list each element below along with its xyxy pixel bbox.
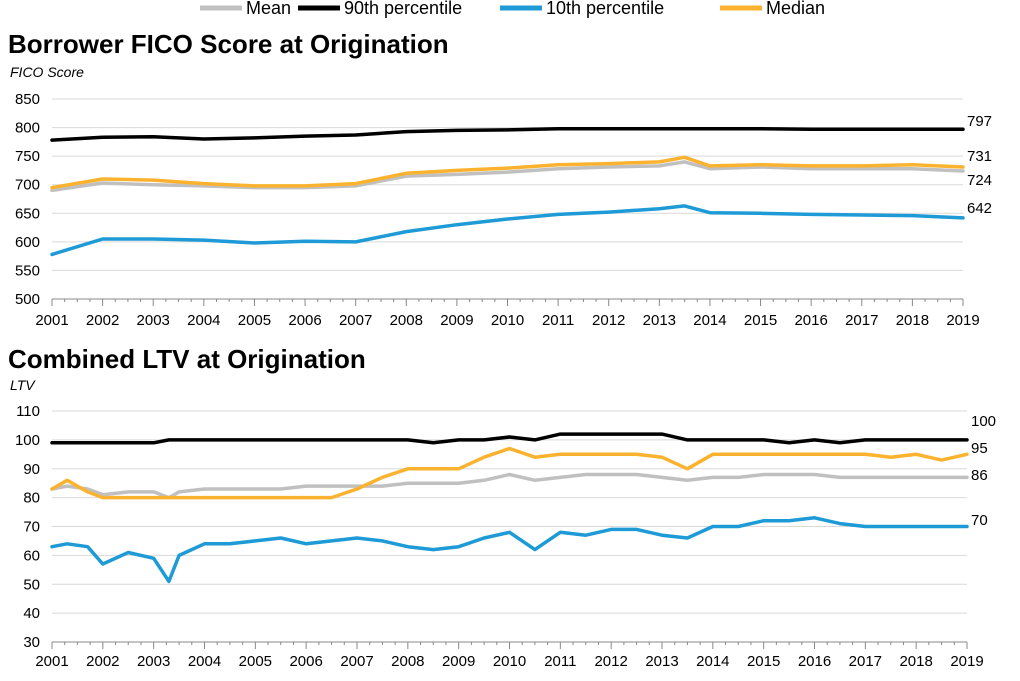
legend-label-median: Median	[766, 0, 825, 18]
ltv-x-tick-label: 2014	[696, 653, 729, 670]
fico-chart-title: Borrower FICO Score at Origination	[8, 29, 449, 59]
ltv-y-tick-label: 80	[23, 490, 40, 507]
fico-x-tick-label: 2018	[896, 312, 929, 329]
fico-series-mean	[50, 160, 965, 193]
ltv-y-tick-label: 60	[23, 547, 40, 564]
ltv-x-tick-label: 2016	[798, 653, 831, 670]
fico-x-tick-label: 2014	[693, 312, 726, 329]
fico-series-median	[50, 155, 965, 190]
fico-x-tick-label: 2002	[86, 312, 119, 329]
fico-x-tick-label: 2016	[794, 312, 827, 329]
fico-x-tick-label: 2001	[35, 312, 68, 329]
ltv-x-tick-label: 2017	[849, 653, 882, 670]
ltv-x-tick-label: 2006	[289, 653, 322, 670]
fico-y-tick-label: 600	[15, 234, 40, 251]
fico-x-tick-label: 2015	[744, 312, 777, 329]
ltv-series-10th-percentile	[50, 516, 969, 584]
fico-x-tick-label: 2017	[845, 312, 878, 329]
fico-x-tick-label: 2013	[643, 312, 676, 329]
fico-x-tick-label: 2004	[187, 312, 220, 329]
ltv-end-label-10th-percentile: 70	[971, 512, 988, 529]
ltv-x-tick-label: 2013	[645, 653, 678, 670]
ltv-x-tick-label: 2012	[594, 653, 627, 670]
ltv-x-tick-label: 2009	[442, 653, 475, 670]
fico-end-label-median: 731	[967, 148, 992, 165]
fico-chart-ylabel: FICO Score	[10, 64, 84, 80]
ltv-x-tick-label: 2019	[950, 653, 983, 670]
fico-end-label-10th-percentile: 642	[967, 200, 992, 217]
fico-x-tick-label: 2019	[946, 312, 979, 329]
ltv-x-tick-label: 2008	[391, 653, 424, 670]
fico-y-tick-label: 550	[15, 262, 40, 279]
ltv-series-median	[50, 446, 969, 500]
ltv-x-tick-label: 2001	[35, 653, 68, 670]
ltv-y-tick-label: 50	[23, 576, 40, 593]
ltv-end-label-median: 95	[971, 440, 988, 457]
ltv-y-tick-label: 30	[23, 634, 40, 651]
fico-end-label-90th-percentile: 797	[967, 113, 992, 130]
fico-y-tick-label: 700	[15, 177, 40, 194]
fico-x-tick-label: 2010	[491, 312, 524, 329]
fico-y-tick-label: 500	[15, 291, 40, 308]
legend: Mean 90th percentile 10th percentile Median	[200, 0, 825, 18]
ltv-y-tick-label: 70	[23, 519, 40, 536]
fico-x-tick-label: 2005	[238, 312, 271, 329]
fico-x-tick-label: 2008	[390, 312, 423, 329]
ltv-series-90th-percentile	[50, 432, 969, 445]
ltv-x-tick-label: 2004	[188, 653, 221, 670]
fico-x-tick-label: 2006	[288, 312, 321, 329]
ltv-y-tick-label: 90	[23, 461, 40, 478]
fico-chart: Borrower FICO Score at Origination FICO …	[8, 29, 992, 329]
ltv-x-tick-label: 2003	[137, 653, 170, 670]
legend-label-10th-percentile: 10th percentile	[546, 0, 664, 18]
ltv-x-tick-label: 2002	[86, 653, 119, 670]
ltv-end-label-90th-percentile: 100	[971, 413, 996, 430]
ltv-y-tick-label: 40	[23, 605, 40, 622]
ltv-y-tick-label: 100	[15, 432, 40, 449]
fico-series-10th-percentile	[50, 204, 965, 257]
fico-end-label-mean: 724	[967, 172, 992, 189]
legend-label-mean: Mean	[246, 0, 291, 18]
fico-x-tick-label: 2003	[137, 312, 170, 329]
fico-x-tick-label: 2007	[339, 312, 372, 329]
fico-y-tick-label: 850	[15, 91, 40, 108]
ltv-x-tick-label: 2007	[340, 653, 373, 670]
ltv-x-tick-label: 2010	[493, 653, 526, 670]
fico-x-tick-label: 2011	[542, 312, 574, 329]
ltv-chart-title: Combined LTV at Origination	[8, 344, 366, 374]
ltv-end-label-mean: 86	[971, 467, 988, 484]
ltv-y-tick-label: 110	[16, 403, 40, 420]
fico-y-tick-label: 800	[15, 120, 40, 137]
ltv-x-tick-label: 2011	[544, 653, 576, 670]
ltv-x-tick-label: 2018	[899, 653, 932, 670]
fico-series-90th-percentile	[50, 126, 965, 142]
ltv-x-tick-label: 2015	[747, 653, 780, 670]
legend-label-90th-percentile: 90th percentile	[344, 0, 462, 18]
ltv-chart: Combined LTV at Origination LTV 30 40 50 60…	[8, 344, 996, 670]
ltv-chart-ylabel: LTV	[10, 377, 36, 393]
fico-y-tick-label: 650	[15, 205, 40, 222]
fico-x-tick-label: 2012	[592, 312, 625, 329]
fico-y-tick-label: 750	[15, 148, 40, 165]
ltv-x-tick-label: 2005	[239, 653, 272, 670]
fico-x-tick-label: 2009	[440, 312, 473, 329]
ltv-series-mean	[50, 472, 969, 500]
